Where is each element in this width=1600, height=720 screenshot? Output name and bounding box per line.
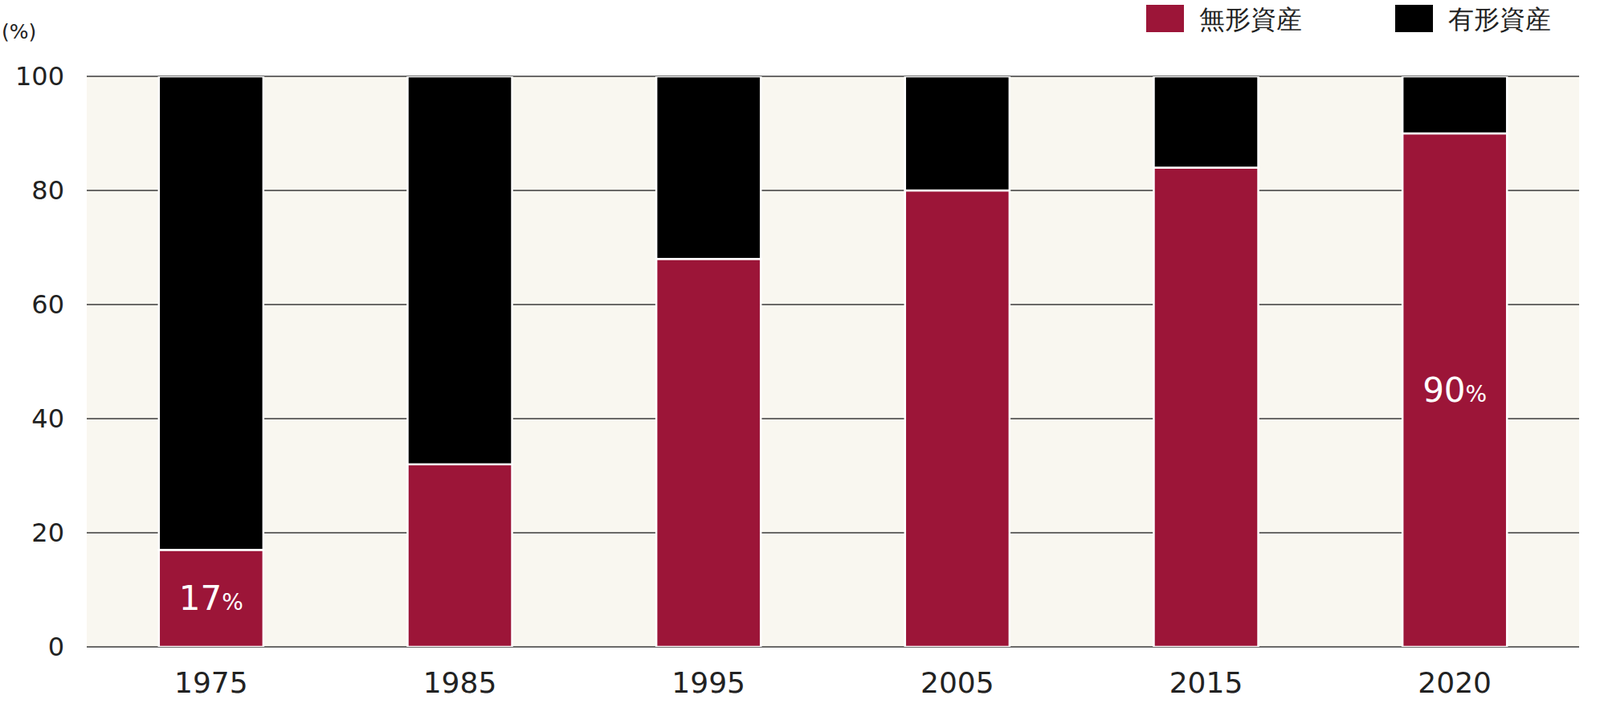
x-tick-label: 1995: [671, 665, 746, 699]
bar-segment: [905, 190, 1010, 647]
bar-segment: [1402, 133, 1507, 647]
y-tick-label: 40: [31, 403, 65, 434]
grid-line: [86, 645, 1580, 647]
x-tick-label: 2005: [920, 665, 995, 699]
legend-swatch: [1146, 4, 1184, 33]
data-label: 90%: [1422, 370, 1487, 410]
x-tick-label: 1975: [174, 665, 249, 699]
bar-segment: [159, 549, 264, 647]
y-tick-label: 100: [15, 61, 65, 92]
grid-line: [86, 75, 1580, 77]
x-tick-label: 1985: [423, 665, 498, 699]
bar-segment: [1402, 76, 1507, 134]
y-tick-label: 60: [31, 289, 65, 320]
grid-line: [86, 189, 1580, 191]
x-tick-label: 2020: [1417, 665, 1492, 699]
bar-segment: [1153, 167, 1258, 647]
bars: [159, 76, 1507, 647]
plot-background: [86, 76, 1580, 647]
bar-segment: [905, 76, 1010, 191]
grid-line: [86, 531, 1580, 533]
y-axis-label: (%): [1, 20, 37, 44]
x-tick-label: 2015: [1169, 665, 1244, 699]
data-label: 17%: [179, 578, 244, 618]
bar-segment: [1153, 76, 1258, 168]
bar-segment: [407, 76, 512, 465]
bar-segment: [656, 258, 761, 647]
legend-swatch: [1395, 4, 1433, 33]
grid-line: [86, 303, 1580, 305]
y-tick-label: 80: [31, 175, 65, 206]
bar-segment: [407, 464, 512, 647]
y-tick-label: 20: [31, 517, 65, 548]
legend-label: 無形資産: [1199, 4, 1303, 35]
bar-segment: [159, 76, 264, 550]
grid-line: [86, 417, 1580, 419]
chart: 0 20 40 60 80 100 (%) 17% 90% 1975 1985 1995 2005 201…: [0, 0, 1600, 720]
bar-segment: [656, 76, 761, 259]
legend-label: 有形資産: [1448, 4, 1552, 35]
y-tick-label: 0: [48, 631, 65, 662]
